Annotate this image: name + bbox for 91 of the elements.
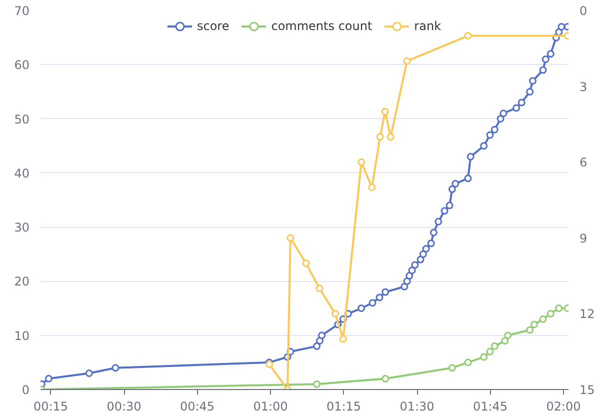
y-tick-label: 70 bbox=[14, 4, 30, 18]
point bbox=[490, 126, 498, 134]
point bbox=[501, 337, 509, 345]
x-tick-label: 00:45 bbox=[180, 400, 215, 414]
x-tick-label: 02:00 bbox=[546, 400, 581, 414]
legend-label: comments count bbox=[271, 19, 372, 33]
x-tick-label: 00:30 bbox=[106, 400, 142, 414]
point bbox=[526, 88, 534, 96]
x-tick-label: 01:45 bbox=[472, 400, 508, 414]
y-tick-label: 60 bbox=[14, 58, 30, 72]
point bbox=[500, 110, 508, 118]
point bbox=[448, 364, 456, 372]
point bbox=[530, 320, 538, 328]
point bbox=[452, 180, 460, 188]
point bbox=[316, 284, 324, 292]
point bbox=[504, 332, 512, 340]
point bbox=[44, 374, 52, 382]
point bbox=[403, 57, 411, 65]
y2-tick-label: 6 bbox=[580, 156, 588, 170]
point bbox=[486, 348, 494, 356]
point bbox=[496, 115, 504, 123]
point bbox=[382, 288, 390, 296]
point bbox=[480, 353, 488, 361]
point bbox=[490, 342, 498, 350]
point bbox=[526, 326, 534, 334]
point bbox=[406, 272, 414, 280]
point bbox=[85, 370, 93, 377]
point bbox=[411, 261, 419, 269]
point bbox=[558, 23, 566, 30]
point bbox=[368, 299, 376, 307]
y-tick-label: 30 bbox=[14, 220, 30, 235]
point bbox=[313, 380, 321, 388]
point bbox=[539, 66, 547, 74]
point bbox=[464, 32, 472, 40]
point bbox=[434, 218, 442, 226]
y2-tick-label: 12 bbox=[580, 307, 595, 322]
point bbox=[386, 133, 394, 141]
point bbox=[403, 277, 411, 285]
point bbox=[400, 282, 408, 290]
point bbox=[382, 374, 390, 382]
y-tick-label: 0 bbox=[22, 383, 30, 397]
legend-label: score bbox=[196, 19, 230, 33]
y2-tick-label: 3 bbox=[580, 80, 588, 94]
x-tick-label: 00:15 bbox=[33, 400, 68, 414]
point bbox=[376, 294, 384, 302]
point bbox=[464, 174, 472, 182]
y2-tick-label: 9 bbox=[580, 231, 588, 246]
point bbox=[286, 234, 294, 242]
point bbox=[466, 152, 474, 160]
point bbox=[448, 185, 456, 193]
point bbox=[332, 310, 340, 318]
point bbox=[302, 259, 310, 267]
point bbox=[480, 142, 488, 150]
point bbox=[529, 77, 537, 85]
point bbox=[430, 228, 438, 236]
point bbox=[446, 202, 454, 210]
y2-tick-label: 0 bbox=[580, 4, 588, 18]
y-tick-label: 10 bbox=[14, 328, 30, 343]
y-tick-label: 40 bbox=[14, 166, 30, 180]
point bbox=[368, 184, 376, 192]
point bbox=[518, 98, 526, 106]
point bbox=[358, 158, 366, 166]
y-tick-label: 20 bbox=[14, 274, 30, 289]
point bbox=[486, 131, 494, 139]
point bbox=[427, 240, 435, 248]
point bbox=[542, 55, 550, 63]
point bbox=[313, 342, 321, 350]
point bbox=[546, 50, 554, 58]
point bbox=[339, 335, 347, 343]
point bbox=[422, 244, 430, 252]
x-tick-label: 01:00 bbox=[253, 400, 288, 414]
point bbox=[381, 108, 389, 116]
point bbox=[316, 337, 324, 345]
point bbox=[376, 133, 384, 141]
x-tick-label: 01:15 bbox=[326, 400, 362, 414]
point bbox=[440, 207, 448, 215]
point bbox=[546, 310, 554, 318]
y-tick-label: 50 bbox=[14, 112, 30, 126]
point bbox=[416, 256, 424, 264]
point bbox=[112, 364, 120, 372]
point bbox=[358, 304, 366, 312]
point bbox=[555, 304, 563, 312]
legend-label: rank bbox=[414, 19, 442, 33]
y2-tick-label: 15 bbox=[580, 383, 595, 397]
x-tick-label: 01:30 bbox=[400, 400, 434, 414]
point bbox=[512, 104, 520, 112]
point bbox=[408, 266, 416, 274]
point bbox=[464, 358, 472, 366]
point bbox=[419, 250, 427, 258]
point bbox=[318, 332, 326, 340]
point bbox=[539, 315, 547, 323]
